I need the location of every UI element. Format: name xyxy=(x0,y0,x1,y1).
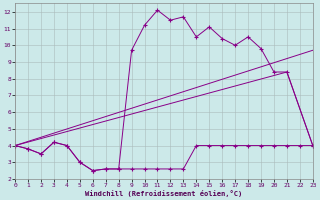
X-axis label: Windchill (Refroidissement éolien,°C): Windchill (Refroidissement éolien,°C) xyxy=(85,190,243,197)
